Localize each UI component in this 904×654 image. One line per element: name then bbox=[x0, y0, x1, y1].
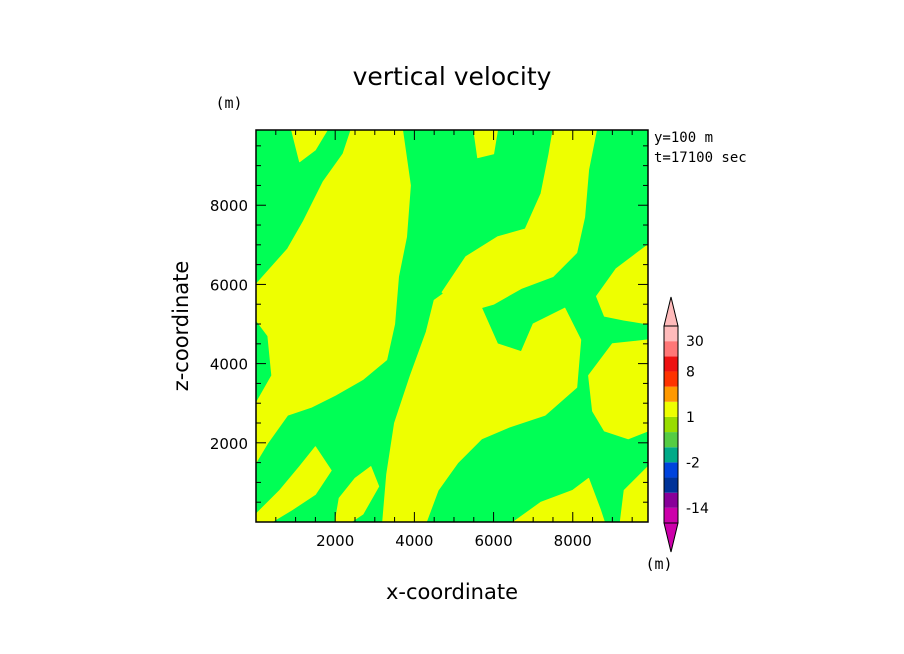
x-axis-label: x-coordinate bbox=[386, 580, 518, 604]
y-tick-label: 2000 bbox=[210, 435, 248, 453]
y-tick-label: 4000 bbox=[210, 356, 248, 374]
contour-region bbox=[441, 130, 597, 313]
contour-region bbox=[619, 466, 648, 522]
chart-title: vertical velocity bbox=[353, 62, 552, 91]
contour-region bbox=[314, 283, 348, 321]
colorbar-segment bbox=[664, 371, 678, 387]
contour-region bbox=[291, 130, 328, 163]
contour-region bbox=[473, 130, 498, 159]
x-tick-label: 4000 bbox=[395, 532, 433, 550]
y-axis-unit: (m) bbox=[215, 94, 242, 112]
y-axis-label: z-coordinate bbox=[169, 261, 193, 392]
y-tick-label: 6000 bbox=[210, 276, 248, 294]
contour-region bbox=[256, 446, 332, 522]
colorbar-segment bbox=[664, 416, 678, 433]
plot-area: 2000 4000 6000 8000 2000 4000 6000 8000 bbox=[210, 129, 649, 550]
colorbar: 30 8 1 -2 -14 bbox=[663, 296, 709, 553]
colorbar-segment bbox=[664, 386, 678, 402]
colorbar-segment bbox=[664, 326, 678, 342]
contour-region bbox=[382, 280, 582, 522]
colorbar-unit: (m) bbox=[645, 555, 672, 573]
colorbar-top-arrow bbox=[663, 296, 679, 327]
colorbar-segment bbox=[664, 447, 678, 463]
colorbar-tick-label: 30 bbox=[686, 334, 704, 350]
contour-region bbox=[588, 339, 648, 440]
contour-regions bbox=[256, 130, 648, 522]
contour-region bbox=[334, 339, 368, 376]
colorbar-segment bbox=[664, 432, 678, 448]
colorbar-segment bbox=[664, 401, 678, 417]
colorbar-tick-label: -2 bbox=[686, 455, 700, 471]
colorbar-segment bbox=[664, 462, 678, 478]
contour-region bbox=[334, 466, 380, 522]
plot-frame bbox=[255, 129, 649, 523]
contour-region bbox=[596, 244, 648, 325]
colorbar-tick-label: 1 bbox=[686, 410, 695, 426]
info-line-1: y=100 m bbox=[654, 130, 713, 146]
colorbar-segment bbox=[664, 356, 678, 372]
colorbar-segment bbox=[664, 492, 678, 508]
axis-ticks: 2000 4000 6000 8000 2000 4000 6000 8000 bbox=[210, 130, 648, 550]
colorbar-segment bbox=[664, 507, 678, 523]
colorbar-bottom-arrow bbox=[663, 522, 679, 553]
x-tick-label: 6000 bbox=[474, 532, 512, 550]
colorbar-tick-label: -14 bbox=[686, 501, 709, 517]
colorbar-segment bbox=[664, 341, 678, 357]
contour-region bbox=[512, 477, 605, 522]
x-tick-label: 2000 bbox=[316, 532, 354, 550]
colorbar-segment bbox=[664, 477, 678, 493]
y-tick-label: 8000 bbox=[210, 197, 248, 215]
info-line-2: t=17100 sec bbox=[654, 150, 747, 166]
colorbar-frame bbox=[663, 325, 679, 524]
x-tick-label: 8000 bbox=[554, 532, 592, 550]
colorbar-tick-label: 8 bbox=[686, 364, 695, 380]
